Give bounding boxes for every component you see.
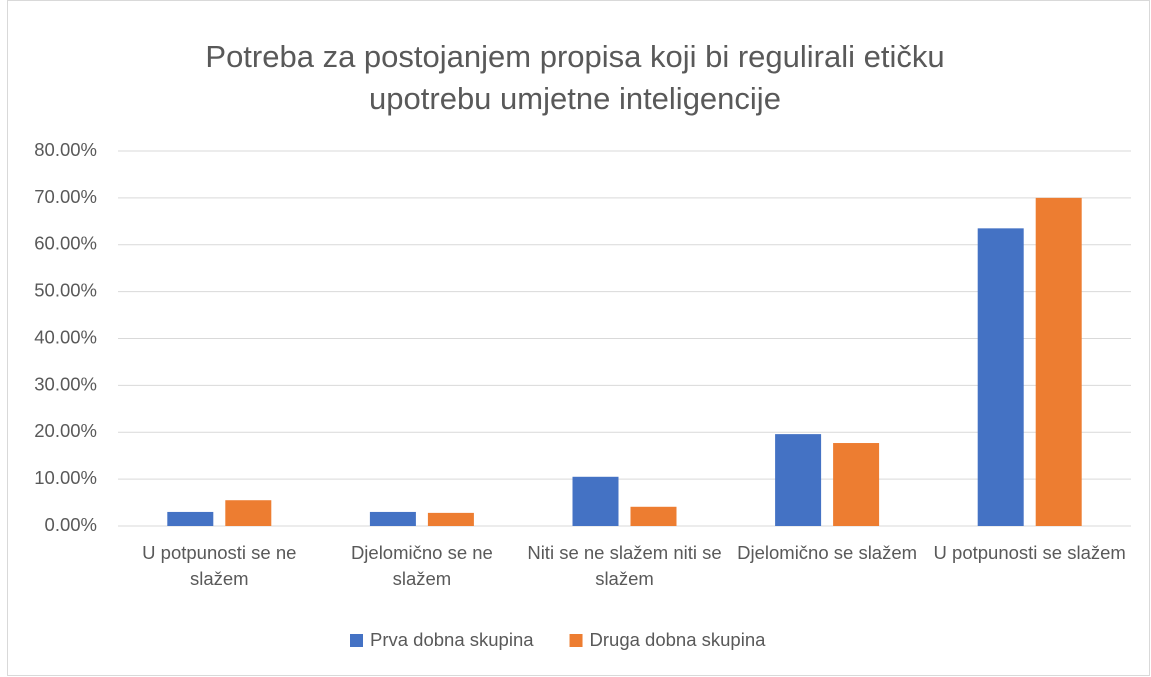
x-tick-label: Djelomično se ne slažem xyxy=(350,542,493,589)
y-tick-label: 20.00% xyxy=(34,420,97,441)
x-tick-label: U potpunosti se ne slažem xyxy=(142,542,297,589)
bar xyxy=(572,476,619,526)
y-tick-label: 50.00% xyxy=(34,280,97,301)
legend-label: Druga dobna skupina xyxy=(590,629,767,650)
y-tick-label: 60.00% xyxy=(34,233,97,254)
bar xyxy=(977,228,1024,526)
x-tick-label: Djelomično se slažem xyxy=(737,542,918,563)
y-tick-label: 70.00% xyxy=(34,186,97,207)
bar xyxy=(775,434,822,526)
bar xyxy=(1035,197,1082,526)
x-tick-label: U potpunosti se slažem xyxy=(933,542,1126,563)
y-tick-label: 40.00% xyxy=(34,326,97,347)
chart-border xyxy=(7,0,1150,676)
bar xyxy=(833,443,880,526)
bar xyxy=(369,511,416,526)
y-tick-label: 10.00% xyxy=(34,467,97,488)
legend-swatch xyxy=(569,634,583,647)
bar xyxy=(167,511,214,526)
y-tick-label: 80.00% xyxy=(34,139,97,160)
bar xyxy=(630,506,677,526)
chart-title: Potreba za postojanjem propisa koji bi r… xyxy=(205,39,945,116)
y-tick-label: 30.00% xyxy=(34,373,97,394)
bar xyxy=(225,500,272,526)
x-tick-label: Niti se ne slažem niti se slažem xyxy=(527,542,722,589)
legend-swatch xyxy=(350,634,363,647)
y-tick-label: 0.00% xyxy=(45,514,97,535)
legend-label: Prva dobna skupina xyxy=(370,629,534,650)
bar xyxy=(427,512,474,526)
